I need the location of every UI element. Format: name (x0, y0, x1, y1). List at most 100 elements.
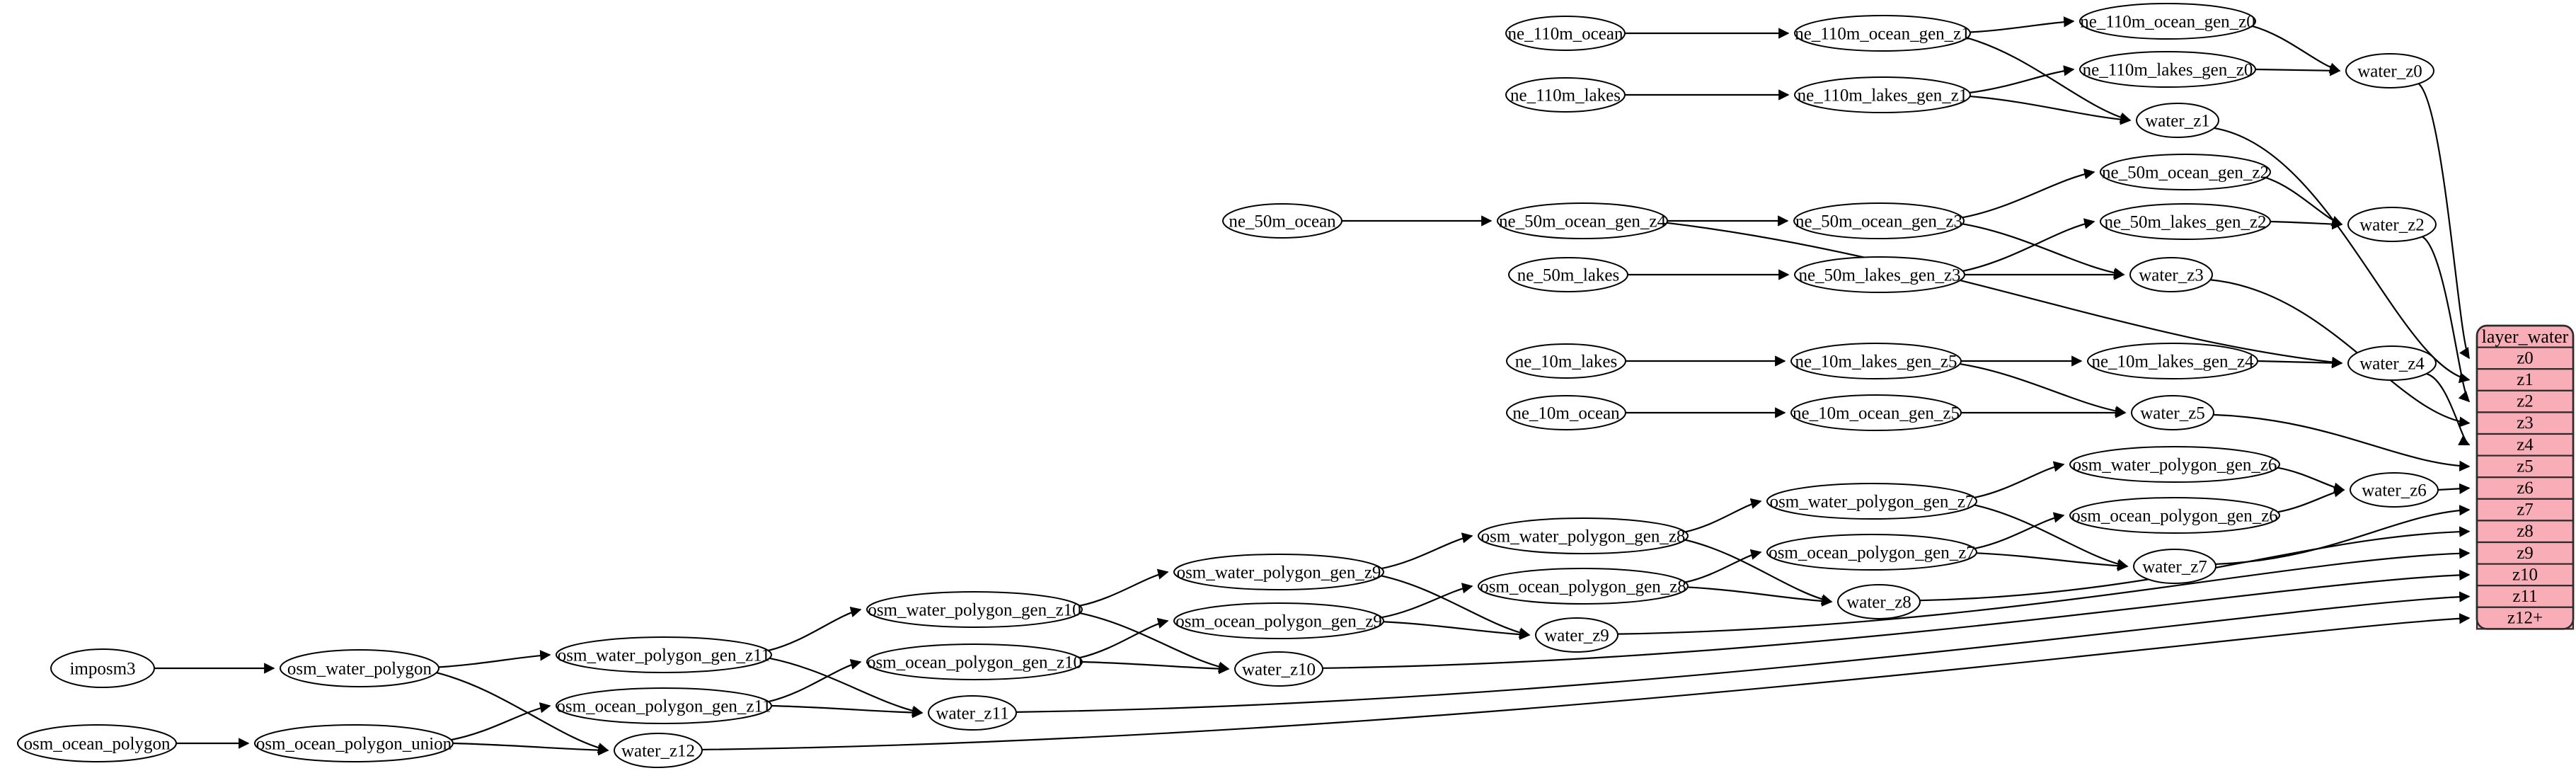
node-ne_50m_ocean_gen_z2[interactable]: ne_50m_ocean_gen_z2 (2100, 154, 2271, 190)
node-water_z0[interactable]: water_z0 (2345, 53, 2434, 88)
node-shape (1505, 16, 1626, 51)
node-imposm3[interactable]: imposm3 (50, 648, 155, 688)
node-water_z3[interactable]: water_z3 (2129, 257, 2213, 292)
edge-osm_ocean_polygon_gen_z9-to-water_z9 (1383, 621, 1531, 640)
node-shape (2136, 103, 2219, 138)
node-shape (1234, 651, 1323, 687)
node-ne_50m_ocean_gen_z4[interactable]: ne_50m_ocean_gen_z4 (1497, 202, 1668, 239)
layer-water-row-z7[interactable] (2476, 498, 2575, 522)
edge-osm_water_polygon-to-osm_water_polygon_gen_z11 (438, 650, 551, 668)
edge-ne_10m_lakes_gen_z5-to-water_z5 (1960, 362, 2127, 417)
node-water_z7[interactable]: water_z7 (2133, 549, 2216, 584)
node-ne_50m_lakes_gen_z2[interactable]: ne_50m_lakes_gen_z2 (2100, 203, 2271, 240)
node-ne_110m_lakes_gen_z0[interactable]: ne_110m_lakes_gen_z0 (2079, 51, 2256, 88)
edge-water_z7-to-layer_water-z7 (2215, 505, 2471, 566)
layer-water-row-label: z2 (2517, 392, 2534, 411)
node-osm_water_polygon_gen_z9[interactable]: osm_water_polygon_gen_z9 (1173, 554, 1384, 590)
node-ne_10m_ocean[interactable]: ne_10m_ocean (1506, 395, 1626, 430)
node-ne_50m_ocean[interactable]: ne_50m_ocean (1222, 203, 1342, 239)
node-ne_50m_lakes_gen_z3[interactable]: ne_50m_lakes_gen_z3 (1794, 256, 1965, 293)
node-osm_ocean_polygon_union[interactable]: osm_ocean_polygon_union (254, 724, 454, 762)
edge-osm_ocean_polygon_gen_z6-to-water_z6 (2277, 486, 2345, 513)
edge-osm_ocean_polygon_gen_z8-to-osm_ocean_polygon_gen_z7 (1685, 549, 1762, 583)
node-ne_10m_lakes_gen_z4[interactable]: ne_10m_lakes_gen_z4 (2087, 343, 2258, 379)
node-label: osm_water_polygon_gen_z7 (1770, 493, 1974, 512)
node-water_z5[interactable]: water_z5 (2131, 395, 2214, 430)
edge-ne_110m_lakes_gen_z1-to-water_z1 (1970, 95, 2132, 125)
node-water_z11[interactable]: water_z11 (928, 695, 1017, 731)
node-water_z2[interactable]: water_z2 (2347, 207, 2437, 242)
node-osm_water_polygon_gen_z10[interactable]: osm_water_polygon_gen_z10 (866, 591, 1083, 628)
node-shape (2100, 203, 2271, 240)
node-water_z12[interactable]: water_z12 (614, 733, 703, 768)
edge-osm_water_polygon_gen_z10-to-osm_water_polygon_gen_z9 (1079, 568, 1169, 607)
node-ne_110m_lakes_gen_z1[interactable]: ne_110m_lakes_gen_z1 (1794, 76, 1971, 113)
edge-ne_110m_lakes_gen_z1-to-ne_110m_lakes_gen_z0 (1969, 65, 2075, 93)
edge-ne_50m_lakes_gen_z3-to-ne_50m_lakes_gen_z2 (1962, 218, 2095, 272)
edge-osm_ocean_polygon_gen_z8-to-water_z8 (1687, 586, 1833, 607)
node-ne_50m_lakes[interactable]: ne_50m_lakes (1508, 257, 1628, 292)
node-osm_water_polygon_gen_z11[interactable]: osm_water_polygon_gen_z11 (556, 636, 772, 673)
node-ne_50m_ocean_gen_z3[interactable]: ne_50m_ocean_gen_z3 (1793, 202, 1965, 239)
edge-osm_ocean_polygon_gen_z10-to-osm_ocean_polygon_gen_z9 (1079, 617, 1169, 659)
node-ne_110m_lakes[interactable]: ne_110m_lakes (1505, 77, 1626, 113)
edge-osm_ocean_polygon_gen_z11-to-osm_ocean_polygon_gen_z10 (768, 658, 862, 703)
node-osm_water_polygon_gen_z8[interactable]: osm_water_polygon_gen_z8 (1478, 517, 1689, 554)
edge-osm_water_polygon_gen_z11-to-water_z11 (769, 657, 924, 716)
node-osm_water_polygon[interactable]: osm_water_polygon (280, 649, 439, 687)
node-label: osm_ocean_polygon_gen_z9 (1175, 612, 1382, 631)
edge-water_z8-to-layer_water-z8 (1919, 526, 2471, 602)
edge-osm_water_polygon_gen_z11-to-osm_water_polygon_gen_z10 (768, 607, 862, 652)
node-ne_10m_lakes[interactable]: ne_10m_lakes (1506, 343, 1626, 379)
node-osm_ocean_polygon_gen_z9[interactable]: osm_ocean_polygon_gen_z9 (1173, 602, 1384, 639)
edge-osm_ocean_polygon_gen_z9-to-osm_ocean_polygon_gen_z8 (1381, 583, 1473, 619)
node-shape (1794, 256, 1965, 293)
node-osm_ocean_polygon_gen_z6[interactable]: osm_ocean_polygon_gen_z6 (2069, 497, 2280, 534)
node-water_z9[interactable]: water_z9 (1535, 617, 1618, 653)
node-osm_ocean_polygon_gen_z10[interactable]: osm_ocean_polygon_gen_z10 (866, 643, 1083, 680)
edge-osm_ocean_polygon_gen_z7-to-water_z7 (1976, 552, 2129, 572)
node-shape (1790, 343, 1962, 379)
node-osm_ocean_polygon_gen_z8[interactable]: osm_ocean_polygon_gen_z8 (1478, 568, 1689, 605)
node-ne_110m_ocean_gen_z0[interactable]: ne_110m_ocean_gen_z0 (2079, 3, 2256, 40)
edge-osm_water_polygon_gen_z8-to-water_z8 (1684, 539, 1833, 605)
node-water_z10[interactable]: water_z10 (1234, 651, 1323, 687)
layer-water-row-label: z11 (2512, 587, 2537, 606)
edge-ne_10m_lakes_gen_z4-to-water_z4 (2257, 357, 2343, 369)
node-water_z4[interactable]: water_z4 (2347, 345, 2437, 381)
layer-water-row-label: z5 (2517, 457, 2534, 476)
node-osm_water_polygon_gen_z6[interactable]: osm_water_polygon_gen_z6 (2069, 446, 2280, 483)
node-label: ne_10m_lakes_gen_z4 (2091, 353, 2254, 372)
node-osm_water_polygon_gen_z7[interactable]: osm_water_polygon_gen_z7 (1766, 483, 1977, 520)
node-ne_110m_ocean[interactable]: ne_110m_ocean (1505, 16, 1626, 51)
node-water_z1[interactable]: water_z1 (2136, 103, 2219, 138)
layer-water-row-z0[interactable] (2476, 346, 2575, 370)
node-label: ne_50m_lakes (1517, 266, 1619, 285)
node-osm_ocean_polygon[interactable]: osm_ocean_polygon (17, 724, 177, 762)
node-ne_10m_ocean_gen_z5[interactable]: ne_10m_ocean_gen_z5 (1790, 394, 1962, 431)
edge-water_z2-to-layer_water-z2 (2422, 236, 2471, 403)
layer-water-row-z12plus[interactable] (2476, 606, 2575, 630)
node-osm_ocean_polygon_gen_z11[interactable]: osm_ocean_polygon_gen_z11 (556, 687, 772, 724)
node-osm_ocean_polygon_gen_z7[interactable]: osm_ocean_polygon_gen_z7 (1766, 534, 1977, 571)
node-water_z8[interactable]: water_z8 (1837, 584, 1921, 619)
edge-water_z12-to-layer_water-z12plus (701, 613, 2471, 751)
edge-water_z1-to-layer_water-z1 (2214, 127, 2471, 384)
node-shape (1766, 534, 1977, 571)
node-label: water_z1 (2145, 112, 2210, 131)
node-shape (2087, 343, 2258, 379)
node-shape (1173, 554, 1384, 590)
node-ne_10m_lakes_gen_z5[interactable]: ne_10m_lakes_gen_z5 (1790, 343, 1962, 379)
node-shape (280, 649, 439, 687)
edge-water_z0-to-layer_water-z0 (2417, 83, 2470, 360)
node-label: osm_water_polygon_gen_z6 (2073, 456, 2277, 475)
node-label: ne_10m_ocean_gen_z5 (1793, 404, 1960, 423)
node-ne_110m_ocean_gen_z1[interactable]: ne_110m_ocean_gen_z1 (1794, 15, 1971, 52)
node-label: water_z12 (621, 742, 695, 761)
node-water_z6[interactable]: water_z6 (2350, 472, 2439, 508)
node-shape (866, 591, 1083, 628)
layer-water-row-label: z6 (2517, 479, 2534, 498)
layer-water-row-label: z4 (2517, 435, 2534, 454)
layer-water-row-z5[interactable] (2476, 454, 2575, 479)
